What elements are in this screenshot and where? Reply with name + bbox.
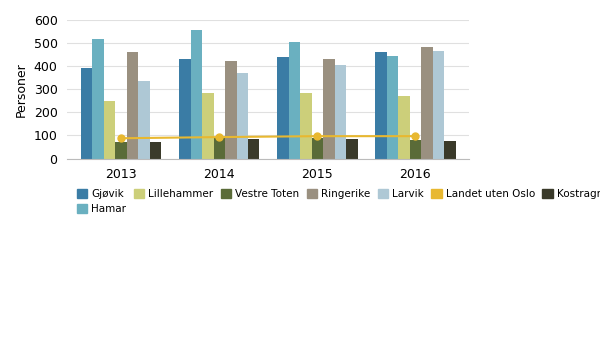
Bar: [277, 57, 289, 159]
Bar: [311, 139, 323, 159]
Landet uten Oslo: [314, 134, 321, 138]
Landet uten Oslo: [118, 136, 125, 140]
Bar: [421, 47, 433, 159]
Bar: [214, 137, 225, 159]
Bar: [236, 73, 248, 159]
Bar: [375, 52, 387, 159]
Bar: [387, 55, 398, 159]
Bar: [335, 65, 346, 159]
Bar: [225, 61, 236, 159]
Legend: Gjøvik, Hamar, Lillehammer, Vestre Toten, Ringerike, Larvik, Landet uten Oslo, K: Gjøvik, Hamar, Lillehammer, Vestre Toten…: [73, 185, 600, 218]
Landet uten Oslo: [215, 135, 223, 139]
Bar: [410, 140, 421, 159]
Bar: [346, 139, 358, 159]
Bar: [115, 142, 127, 159]
Bar: [81, 69, 92, 159]
Bar: [104, 101, 115, 159]
Bar: [150, 142, 161, 159]
Bar: [248, 139, 259, 159]
Bar: [433, 51, 444, 159]
Y-axis label: Personer: Personer: [15, 62, 28, 117]
Bar: [92, 39, 104, 159]
Bar: [300, 93, 311, 159]
Bar: [179, 59, 191, 159]
Bar: [444, 141, 455, 159]
Bar: [202, 93, 214, 159]
Bar: [323, 59, 335, 159]
Bar: [398, 96, 410, 159]
Bar: [127, 52, 139, 159]
Bar: [289, 42, 300, 159]
Line: Landet uten Oslo: Landet uten Oslo: [118, 133, 419, 142]
Bar: [191, 30, 202, 159]
Bar: [139, 80, 150, 159]
Landet uten Oslo: [412, 134, 419, 138]
